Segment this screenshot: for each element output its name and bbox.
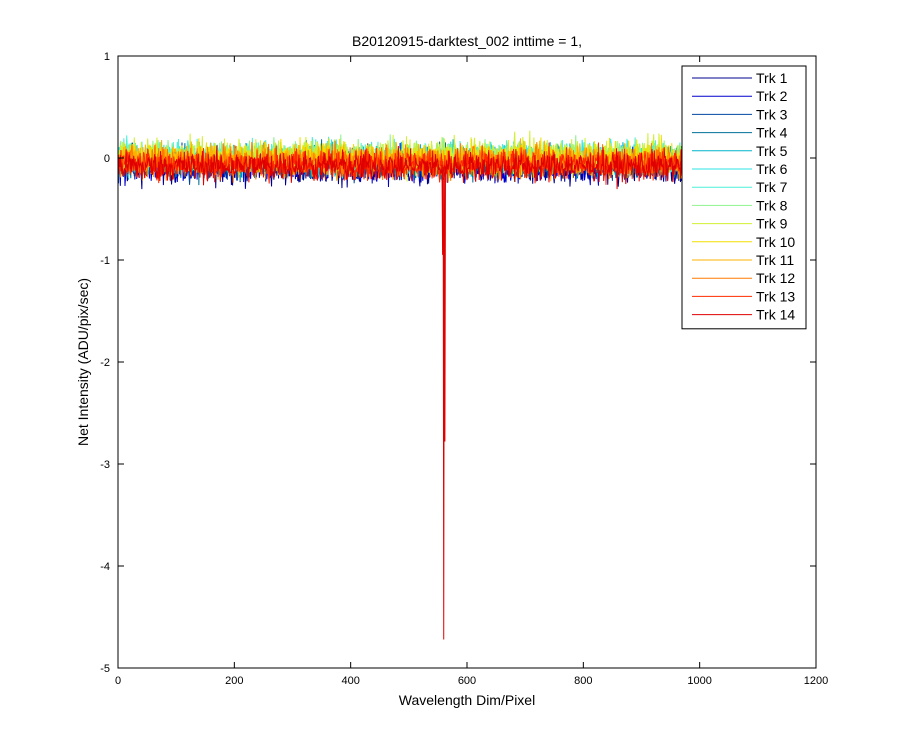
chart-title: B20120915-darktest_002 inttime = 1, <box>352 33 582 49</box>
ticks-layer: 0 200 400 600 800 1000 1200 -5 -4 -3 -2 -1 0 1 <box>100 51 828 687</box>
legend-entry-label: Trk 8 <box>756 197 788 213</box>
series-layer <box>118 130 686 640</box>
legend-entry-label: Trk 4 <box>756 125 788 141</box>
series-line-trk-14 <box>118 145 686 640</box>
y-tick-label: -4 <box>100 561 110 573</box>
legend-entry-label: Trk 7 <box>756 179 788 195</box>
x-tick-label: 1200 <box>804 675 828 687</box>
legend-entry-label: Trk 1 <box>756 70 788 86</box>
x-tick-label: 800 <box>574 675 592 687</box>
legend-entry-label: Trk 12 <box>756 270 795 286</box>
y-tick-label: -1 <box>100 255 110 267</box>
y-tick-label: -2 <box>100 357 110 369</box>
legend-entry-label: Trk 2 <box>756 88 788 104</box>
legend-entry-label: Trk 9 <box>756 216 788 232</box>
legend-entry-label: Trk 13 <box>756 288 795 304</box>
y-tick-label: -5 <box>100 663 110 675</box>
legend: Trk 1 Trk 2 Trk 3 Trk 4 Trk 5 Trk 6 Trk 7 Trk 8… <box>681 65 807 330</box>
y-tick-label: 0 <box>104 153 110 165</box>
legend-entry-label: Trk 11 <box>756 252 794 268</box>
x-tick-label: 400 <box>341 675 359 687</box>
legend-box <box>681 65 807 330</box>
x-tick-label: 0 <box>115 675 121 687</box>
legend-entry-label: Trk 10 <box>756 234 795 250</box>
legend-entry-label: Trk 5 <box>756 143 788 159</box>
legend-entry-label: Trk 14 <box>756 307 795 323</box>
legend-entry-label: Trk 6 <box>756 161 788 177</box>
x-tick-label: 600 <box>458 675 476 687</box>
legend-entry-label: Trk 3 <box>756 106 788 122</box>
x-tick-label: 1000 <box>687 675 711 687</box>
x-axis-label: Wavelength Dim/Pixel <box>399 692 535 708</box>
y-tick-label: -3 <box>100 459 110 471</box>
x-tick-label: 200 <box>225 675 243 687</box>
y-tick-label: 1 <box>104 51 110 63</box>
y-axis-label: Net Intensity (ADU/pix/sec) <box>75 278 91 446</box>
